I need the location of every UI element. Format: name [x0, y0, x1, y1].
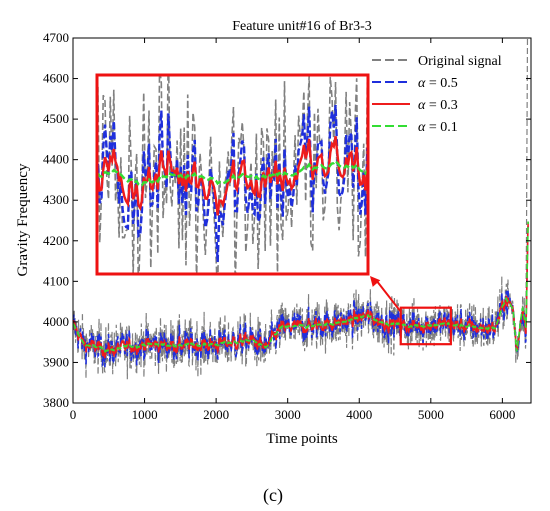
x-tick-label: 0	[70, 407, 77, 422]
legend-entry: α = 0.1	[418, 120, 458, 135]
zoom-region-box	[399, 306, 452, 346]
x-tick-label: 6000	[489, 407, 515, 422]
figure-caption: (c)	[263, 485, 283, 506]
zoom-connector-line	[375, 279, 402, 313]
plot-frame	[72, 37, 532, 404]
plot-series-group	[73, 38, 529, 380]
series-line-inset	[97, 75, 368, 274]
x-tick-label: 5000	[418, 407, 444, 422]
legend-entry: Original signal	[418, 54, 502, 69]
legend-entry: α = 0.5	[418, 76, 458, 91]
y-tick-label: 4700	[43, 30, 69, 45]
x-tick-label: 1000	[132, 407, 158, 422]
y-tick-label: 4100	[43, 273, 69, 288]
y-tick-label: 4400	[43, 152, 69, 167]
y-axis: 3800 3900 4000 4100 4200 4300 4400 4500 4600 4700	[43, 30, 531, 410]
series-line-main	[73, 222, 529, 359]
y-tick-label: 3800	[43, 395, 69, 410]
x-axis-label: Time points	[266, 431, 338, 447]
x-tick-label: 2000	[203, 407, 229, 422]
legend-entry: α = 0.3	[418, 98, 458, 113]
inset-series-group	[97, 75, 368, 274]
x-tick-label: 4000	[346, 407, 372, 422]
series-line-inset	[97, 104, 368, 263]
inset-frame	[95, 73, 370, 276]
y-tick-label: 4000	[43, 314, 69, 329]
y-tick-label: 4300	[43, 192, 69, 207]
y-tick-label: 4200	[43, 233, 69, 248]
series-line-main	[73, 221, 529, 353]
legend: Original signal α = 0.5 α = 0.3 α = 0.1	[372, 54, 502, 135]
y-axis-label: Gravity Frequency	[15, 163, 31, 276]
y-tick-label: 4500	[43, 111, 69, 126]
y-tick-label: 3900	[43, 354, 69, 369]
x-tick-label: 3000	[275, 407, 301, 422]
y-tick-label: 4600	[43, 71, 69, 86]
series-line-inset	[97, 136, 368, 216]
series-line-inset	[97, 159, 368, 187]
chart-title: Feature unit#16 of Br3-3	[232, 19, 372, 34]
zoom-arrow-head	[370, 276, 381, 287]
x-axis: 0 1000 2000 3000 4000 5000 6000	[70, 38, 515, 422]
